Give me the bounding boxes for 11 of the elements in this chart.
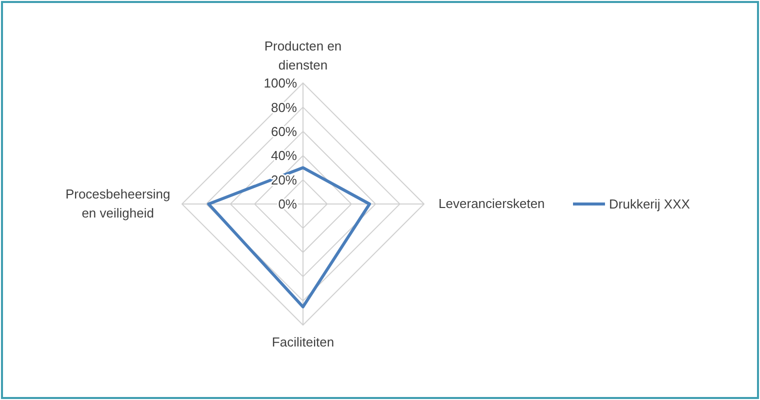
y-tick-label: 100% <box>264 76 298 91</box>
y-tick-label: 60% <box>270 124 298 139</box>
spoke-label: Producten en diensten <box>264 38 342 73</box>
legend-label: Drukkerij XXX <box>609 196 690 212</box>
spoke-label: Faciliteiten <box>272 334 334 350</box>
y-tick-label: 40% <box>270 148 298 164</box>
spoke-label: Leveranciersketen <box>438 196 545 212</box>
y-tick-label: 0% <box>278 196 298 212</box>
y-tick-label: 20% <box>270 172 298 188</box>
spoke-label: Procesbeheersing en veiligheid <box>65 186 170 221</box>
y-tick-label: 80% <box>270 100 298 115</box>
